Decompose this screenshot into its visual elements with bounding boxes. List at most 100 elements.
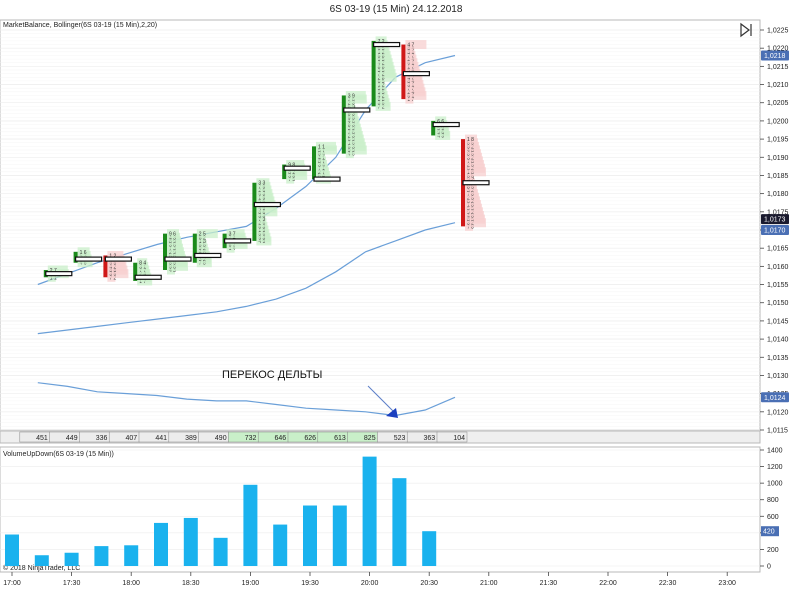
profile-cell [196, 229, 218, 239]
profile-cell-value: 5 3 [348, 144, 355, 150]
poc-marker [402, 71, 430, 77]
delta-cell-value: 449 [66, 435, 78, 442]
profile-cell [137, 258, 148, 268]
profile-cell [107, 250, 124, 260]
profile-cell-value: 6 5 [378, 79, 385, 85]
profile-cell-value: 9 4 [318, 152, 325, 158]
profile-cell-value: 4 8 [467, 148, 474, 154]
price-tick-label: 1,0130 [767, 373, 789, 380]
profile-cell-value: 8 8 [378, 64, 385, 70]
volume-tick-label: 1400 [767, 448, 783, 455]
profile-cell-value: 3 1 [139, 264, 146, 270]
volume-bar [273, 524, 288, 566]
volume-badge-label: 420 [763, 529, 775, 536]
profile-cell-value: 5 5 [467, 173, 474, 179]
profile-cell-value: 6 9 [348, 104, 355, 110]
volume-bar [243, 484, 258, 566]
time-tick-label: 19:00 [242, 580, 260, 587]
candle-up: 4 69 95 31 6 [73, 247, 103, 268]
profile-cell [47, 265, 68, 275]
profile-cell-value: 8 4 [139, 261, 146, 267]
poc-marker [462, 180, 490, 186]
delta-cell-value: 441 [155, 435, 167, 442]
price-tick-label: 1,0195 [767, 137, 789, 144]
profile-cell-value: 6 2 [199, 235, 206, 241]
poc-marker [74, 256, 103, 262]
profile-cell-value: 9 2 [467, 210, 474, 216]
profile-cell-value: 8 5 [467, 217, 474, 223]
price-badge-label: 1,0124 [764, 395, 786, 402]
volume-axis: 1400120010008006004002000420 [760, 448, 783, 571]
profile-cell-value: 3 2 [467, 188, 474, 194]
profile-cell-value: 3 3 [258, 213, 265, 219]
collapse-panel-icon[interactable] [740, 22, 752, 38]
poc-marker [224, 238, 252, 244]
volume-indicator-label: VolumeUpDown(6S 03-19 (15 Min)) [3, 451, 114, 458]
profile-cell-value: 5 5 [199, 243, 206, 249]
profile-cell-value: 7 9 [258, 217, 265, 223]
price-tick-label: 1,0200 [767, 118, 789, 125]
profile-cell-value: 3 2 [467, 221, 474, 227]
profile-cell-value: 2 6 [258, 188, 265, 194]
delta-cell-value: 104 [453, 435, 465, 442]
price-tick-label: 1,0120 [767, 409, 789, 416]
volume-bar [94, 546, 109, 566]
profile-cell-value: 7 4 [229, 235, 236, 241]
profile-cell-value: 5 6 [258, 232, 265, 238]
delta-cell-value: 646 [275, 435, 287, 442]
candle-down: 1 76 12 47 73 18 44 79 15 41 76 12 47 73… [401, 40, 430, 104]
price-tick-label: 1,0215 [767, 64, 789, 71]
delta-skew-annotation: ПЕРЕКОС ДЕЛЬТЫ [222, 369, 322, 381]
delta-cell-value: 451 [36, 435, 48, 442]
delta-cell-value: 336 [96, 435, 108, 442]
profile-cell-value: 5 8 [378, 53, 385, 59]
profile-cell-value: 4 6 [80, 261, 87, 267]
volume-bar [154, 522, 168, 566]
profile-cell-value: 7 8 [467, 159, 474, 165]
profile-cell [465, 134, 477, 144]
profile-cell-value: 2 7 [50, 268, 57, 274]
time-tick-label: 17:30 [63, 580, 81, 587]
profile-cell [286, 160, 305, 170]
volume-bar [392, 478, 407, 566]
profile-cell [316, 141, 336, 151]
profile-cell-value: 9 5 [109, 261, 116, 267]
profile-cell-value: 7 7 [407, 53, 414, 59]
candle-up: 7 23 58 84 29 55 81 26 52 87 23 58 84 29… [371, 36, 401, 111]
profile-cell-value: 3 4 [318, 163, 325, 169]
price-badge: 1,0170 [761, 225, 789, 235]
profile-cell-value: 5 4 [407, 68, 414, 74]
price-tick-label: 1,0135 [767, 355, 789, 362]
profile-cell-value: 1 2 [378, 50, 385, 56]
time-tick-label: 18:00 [122, 580, 140, 587]
profile-cell-value: 6 9 [348, 137, 355, 143]
profile-cell [256, 178, 270, 188]
profile-cell-value: 3 5 [378, 68, 385, 74]
profile-cell-value: 3 9 [348, 93, 355, 99]
candle-up: 4 69 95 31 66 92 37 63 98 34 69 95 31 66… [341, 90, 371, 159]
profile-cell-value: 4 9 [258, 206, 265, 212]
profile-cell-value: 1 1 [318, 144, 325, 150]
bollinger-middle-line [37, 222, 456, 335]
profile-cell-value: 8 5 [467, 184, 474, 190]
poc-marker [134, 274, 162, 280]
price-tick-label: 1,0220 [767, 46, 789, 53]
volume-bar [362, 456, 377, 566]
profile-cell-value: 4 3 [169, 268, 176, 274]
profile-cell-value: 9 5 [378, 90, 385, 96]
price-badge-label: 1,0170 [764, 228, 786, 235]
profile-cell-value: 4 3 [437, 133, 444, 139]
profile-cell-value: 8 8 [378, 97, 385, 103]
profile-cell-value: 4 3 [169, 235, 176, 241]
profile-cell-value: 1 6 [348, 141, 355, 147]
delta-cell-value: 363 [424, 435, 436, 442]
profile-cell-value: 2 9 [169, 250, 176, 256]
profile-cell-value: 1 8 [467, 203, 474, 209]
volume-bar [34, 555, 49, 566]
candle-up: 1 16 42 77 13 48 74 19 45 71 1 [312, 141, 341, 184]
candle-body [282, 164, 287, 180]
price-tick-label: 1,0160 [767, 264, 789, 271]
price-tick-label: 1,0225 [767, 28, 789, 35]
profile-cell-value: 3 6 [169, 243, 176, 249]
profile-cell-value: 1 4 [229, 246, 236, 252]
